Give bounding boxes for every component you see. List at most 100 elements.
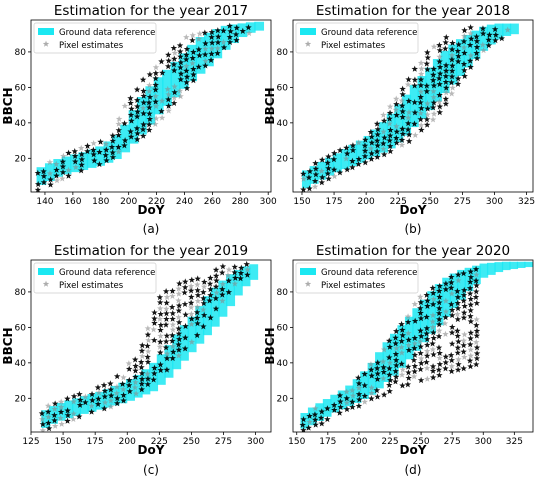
data-point: [120, 374, 127, 381]
data-point: [448, 67, 456, 74]
data-point: [423, 121, 431, 128]
data-point: [101, 405, 108, 412]
data-point: [162, 344, 170, 351]
data-point: [430, 99, 438, 106]
data-point: [202, 40, 209, 47]
data-point: [374, 126, 382, 133]
data-point: [152, 64, 160, 71]
band-segment: [218, 280, 228, 317]
data-point: [151, 336, 158, 344]
data-point: [139, 126, 147, 133]
data-point: [208, 28, 216, 35]
data-point: [213, 289, 220, 296]
data-point: [305, 424, 312, 431]
data-point: [416, 338, 424, 345]
data-point: [417, 349, 424, 356]
data-point: [461, 353, 468, 360]
data-point: [187, 304, 195, 311]
data-point: [158, 107, 165, 115]
legend-label-pixel: Pixel estimates: [321, 281, 386, 291]
data-point: [386, 337, 393, 344]
data-point: [417, 298, 425, 306]
data-point: [145, 121, 153, 128]
data-point: [115, 120, 122, 127]
panel-title: Estimation for the year 2020: [316, 243, 510, 259]
data-point: [473, 355, 481, 362]
data-point: [299, 421, 306, 428]
data-point: [429, 346, 437, 353]
data-point: [454, 293, 462, 300]
x-axis-label: DoY: [138, 203, 165, 217]
data-point: [177, 70, 185, 77]
y-tick-label: 60: [15, 323, 27, 333]
data-point: [34, 180, 42, 188]
data-point: [206, 297, 213, 304]
data-point: [343, 395, 350, 402]
data-point: [331, 149, 338, 157]
data-point: [77, 167, 85, 174]
data-point: [317, 414, 325, 421]
data-point: [165, 102, 172, 109]
legend-swatch-ground: [38, 28, 54, 35]
data-point: [58, 420, 65, 427]
data-point: [300, 426, 307, 432]
data-point: [473, 37, 481, 45]
data-point: [212, 272, 220, 279]
data-point: [424, 111, 431, 118]
data-point: [448, 46, 456, 53]
data-point: [125, 365, 133, 372]
data-point: [127, 94, 134, 102]
data-point: [423, 116, 431, 123]
band-segment: [95, 146, 105, 166]
legend-label-ground: Ground data reference: [321, 268, 417, 278]
data-point: [165, 107, 172, 114]
x-tick-label: 325: [506, 437, 523, 447]
data-point: [138, 386, 145, 393]
data-point: [226, 33, 234, 40]
data-point: [393, 134, 400, 141]
data-point: [157, 310, 164, 317]
x-tick-label: 200: [120, 197, 137, 207]
data-point: [176, 280, 183, 287]
data-point: [417, 93, 424, 100]
data-point: [157, 349, 164, 356]
band-segment: [204, 32, 214, 67]
data-point: [244, 266, 251, 273]
band-segment: [389, 333, 399, 376]
data-point: [231, 269, 238, 276]
data-point: [454, 315, 462, 323]
legend-label-ground: Ground data reference: [59, 28, 155, 38]
data-point: [448, 340, 456, 347]
data-point: [429, 363, 437, 370]
data-point: [182, 322, 189, 330]
data-point: [424, 100, 431, 107]
data-point: [133, 113, 141, 120]
data-point: [150, 376, 157, 383]
data-point: [410, 356, 418, 363]
x-tick-label: 250: [412, 437, 429, 447]
data-point: [423, 358, 430, 365]
data-point: [429, 116, 437, 123]
x-tick-label: 180: [92, 197, 109, 207]
data-point: [152, 86, 159, 93]
data-point: [190, 77, 197, 84]
data-point: [219, 291, 226, 298]
data-point: [212, 305, 220, 312]
band-segment: [87, 394, 97, 412]
data-point: [373, 120, 381, 127]
data-point: [349, 387, 356, 394]
data-point: [442, 100, 450, 107]
band-segment: [309, 166, 319, 184]
data-point: [144, 380, 152, 388]
data-point: [417, 355, 425, 362]
data-point: [387, 147, 394, 155]
band-segment: [352, 379, 362, 403]
band-segment: [367, 362, 377, 395]
data-point: [164, 63, 172, 70]
data-point: [109, 153, 117, 161]
data-point: [44, 408, 52, 415]
data-point: [46, 170, 54, 177]
data-point: [202, 57, 209, 64]
data-point: [429, 374, 437, 381]
